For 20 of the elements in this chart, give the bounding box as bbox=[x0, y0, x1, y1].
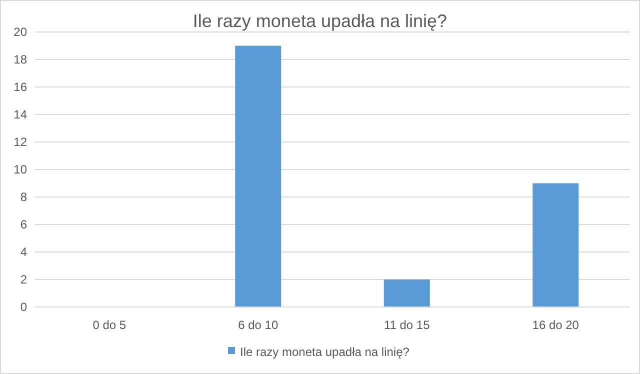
x-tick-label: 11 do 15 bbox=[384, 318, 430, 332]
y-tick-label: 20 bbox=[14, 25, 28, 40]
y-tick-label: 0 bbox=[20, 300, 28, 314]
chart-title: Ile razy moneta upadła na linię? bbox=[192, 11, 448, 31]
y-tick-label: 4 bbox=[20, 245, 28, 260]
y-tick-label: 18 bbox=[14, 52, 28, 67]
y-tick-label: 10 bbox=[14, 162, 28, 177]
y-tick-label: 12 bbox=[14, 135, 28, 150]
y-tick-label: 6 bbox=[20, 218, 28, 232]
bar bbox=[532, 183, 579, 307]
x-tick-label: 16 do 20 bbox=[532, 318, 580, 332]
y-tick-label: 2 bbox=[20, 272, 28, 287]
legend-label: Ile razy moneta upadła na linię? bbox=[240, 345, 410, 360]
bar bbox=[384, 280, 430, 307]
x-tick-label: 6 do 10 bbox=[238, 318, 278, 332]
y-tick-label: 16 bbox=[14, 80, 28, 94]
x-tick-label: 0 do 5 bbox=[92, 318, 126, 332]
y-tick-label: 8 bbox=[20, 190, 28, 204]
bar bbox=[235, 46, 282, 307]
y-tick-label: 14 bbox=[14, 108, 28, 122]
